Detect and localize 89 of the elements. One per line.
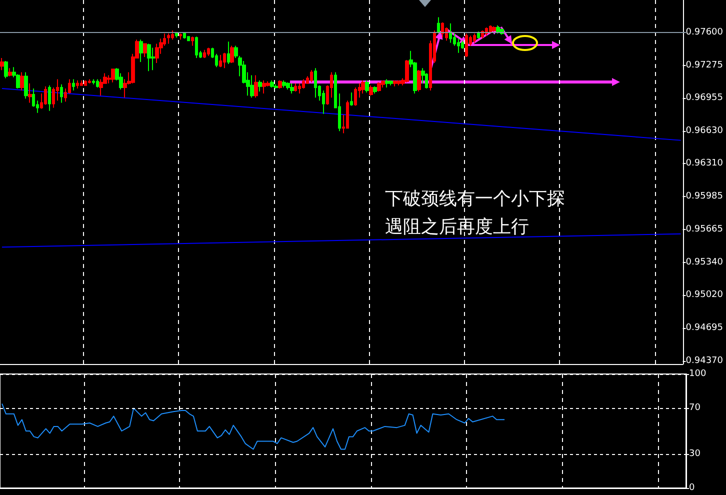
- candlestick: [258, 80, 262, 92]
- candlestick: [24, 72, 28, 100]
- candlestick: [373, 86, 377, 94]
- candlestick: [254, 74, 258, 98]
- candlestick: [354, 86, 357, 106]
- candlestick: [445, 26, 448, 42]
- candlestick: [88, 78, 91, 84]
- candlestick: [377, 82, 381, 92]
- y-tick-label: 0.96310: [686, 158, 724, 169]
- candlestick: [290, 82, 294, 94]
- candlestick: [60, 84, 63, 104]
- candlestick: [405, 59, 409, 83]
- candlestick: [361, 80, 365, 94]
- candlestick: [80, 80, 83, 86]
- candlestick: [274, 84, 278, 89]
- candlestick: [441, 22, 444, 38]
- candlestick: [72, 78, 75, 91]
- candlestick: [437, 16, 440, 34]
- y-tick-label: 0.95985: [686, 192, 723, 202]
- candlestick: [298, 82, 301, 94]
- candlestick: [191, 36, 194, 46]
- candlestick: [203, 49, 206, 58]
- candlestick: [151, 47, 155, 71]
- candlestick: [262, 80, 266, 94]
- candlestick: [207, 47, 210, 56]
- candlestick: [350, 92, 353, 106]
- candlestick: [227, 41, 230, 65]
- candlestick: [175, 32, 178, 38]
- candlestick: [143, 43, 147, 58]
- y-tick-label: 0.95020: [686, 290, 724, 300]
- candlestick: [282, 80, 286, 88]
- candlestick: [111, 68, 115, 83]
- candlestick: [270, 80, 274, 88]
- candlestick: [417, 70, 421, 92]
- candlestick: [369, 84, 373, 96]
- candlestick: [28, 82, 32, 104]
- candlestick: [449, 22, 452, 44]
- y-tick-label: 0.94695: [686, 322, 723, 333]
- candlestick: [183, 32, 186, 40]
- candlestick: [167, 33, 170, 44]
- candlestick: [389, 80, 393, 86]
- candlestick: [44, 86, 47, 106]
- candlestick: [294, 82, 297, 92]
- line-series: [1, 403, 506, 450]
- candlestick: [465, 33, 468, 58]
- candlestick: [195, 36, 198, 58]
- candlestick: [139, 39, 143, 63]
- annotation: 遇阻之后再度上行: [385, 216, 529, 238]
- candlestick: [461, 40, 464, 50]
- candlestick: [250, 74, 254, 98]
- candlestick: [4, 60, 8, 79]
- candlestick: [8, 68, 12, 77]
- candlestick: [278, 80, 282, 89]
- y-tick-label: 0.95665: [686, 224, 723, 234]
- candlestick: [286, 82, 290, 90]
- y-tick-label: 0: [689, 483, 695, 493]
- candlestick: [0, 57, 4, 71]
- candlestick: [393, 80, 397, 87]
- candlestick: [230, 45, 234, 64]
- candlestick: [314, 68, 317, 98]
- y-tick-label: 0.96630: [686, 126, 724, 136]
- y-tick-label: 0.97600: [686, 28, 724, 38]
- y-tick-label: 100: [689, 369, 706, 379]
- y-tick-label: 0.97275: [686, 60, 723, 71]
- candlestick: [147, 43, 151, 72]
- candlestick: [385, 78, 389, 88]
- candlestick: [76, 80, 79, 89]
- candlestick: [48, 84, 51, 112]
- candlestick: [397, 80, 401, 86]
- y-tick-label: 0.94370: [686, 356, 724, 366]
- y-tick-label: 0.96955: [686, 93, 723, 104]
- candlestick: [219, 54, 222, 68]
- y-tick-label: 70: [689, 403, 701, 414]
- candlestick: [187, 36, 190, 42]
- candlestick: [179, 33, 182, 40]
- candlestick: [381, 80, 385, 88]
- candlestick: [96, 78, 99, 88]
- candlestick: [171, 30, 174, 40]
- candlestick: [310, 70, 313, 83]
- candlestick: [84, 80, 87, 86]
- candlestick: [223, 52, 226, 69]
- candlestick: [322, 90, 325, 114]
- y-tick-label: 30: [689, 448, 701, 459]
- candlestick: [92, 78, 95, 85]
- annotation: 下破颈线有一个小下探: [385, 188, 565, 210]
- y-tick-label: 0.95340: [686, 257, 724, 268]
- candlestick: [20, 72, 24, 91]
- candlestick: [346, 100, 349, 129]
- candlestick: [365, 80, 369, 94]
